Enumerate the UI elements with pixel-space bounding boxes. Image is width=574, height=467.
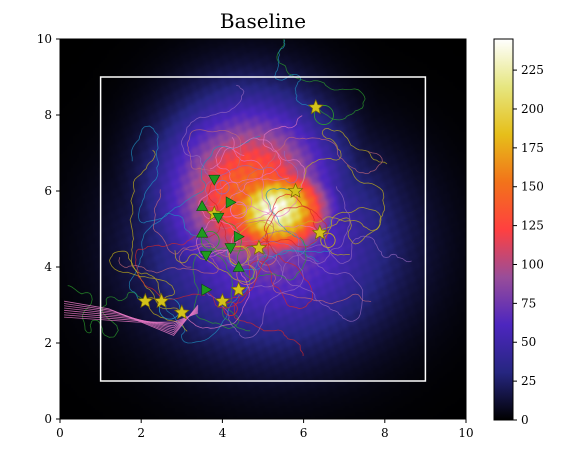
star-marker xyxy=(250,239,267,255)
trajectory-path xyxy=(222,237,314,310)
trajectory-path xyxy=(178,213,274,268)
colorbar-tick-label: 125 xyxy=(521,219,544,233)
trajectory-path xyxy=(214,145,253,218)
trajectory-layer xyxy=(63,39,412,356)
triangle-marker xyxy=(200,250,213,262)
y-tick-label: 8 xyxy=(44,108,52,122)
star-marker xyxy=(137,292,154,309)
colorbar-tick-label: 200 xyxy=(521,102,544,116)
trajectory-path xyxy=(130,125,203,236)
trajectory-loop xyxy=(320,232,336,248)
boundary-rectangle xyxy=(99,76,427,382)
y-tick-label: 2 xyxy=(44,336,52,350)
trajectory-path xyxy=(161,249,319,344)
trajectory-path xyxy=(274,39,316,108)
y-axis: 0 2 4 6 8 10 xyxy=(37,32,60,426)
star-marker xyxy=(307,98,324,115)
x-axis: 0 2 4 6 8 10 xyxy=(56,419,474,440)
trajectory-path xyxy=(230,136,383,203)
star-marker xyxy=(287,182,304,198)
trajectory-path xyxy=(192,245,266,330)
colorbar-tick-label: 175 xyxy=(521,141,544,155)
colorbar-gradient xyxy=(493,38,514,421)
trajectory-path xyxy=(181,84,245,180)
trajectory-path xyxy=(225,236,331,271)
triangle-marker xyxy=(208,174,221,186)
trajectory-loop xyxy=(313,105,334,125)
trajectory-path xyxy=(295,127,388,192)
x-tick-label: 6 xyxy=(300,426,308,440)
trajectory-path xyxy=(118,255,219,274)
colorbar-tick-label: 0 xyxy=(521,413,529,427)
colorbar-tick-label: 75 xyxy=(521,296,536,310)
trajectory-path xyxy=(205,193,328,309)
trajectory-path xyxy=(217,205,319,249)
star-marker xyxy=(214,292,231,309)
trajectory-loop xyxy=(230,201,248,219)
trajectory-path xyxy=(257,186,351,265)
plot-area xyxy=(59,38,467,420)
y-tick-label: 0 xyxy=(44,412,52,426)
colorbar-tick-label: 225 xyxy=(521,63,544,77)
trajectory-path xyxy=(238,235,412,291)
x-tick-label: 4 xyxy=(219,426,227,440)
heatmap-image xyxy=(60,39,466,419)
trajectory-path xyxy=(238,254,364,322)
colorbar-ticks: 0 25 50 75 100 125 150 175 200 225 xyxy=(513,63,544,427)
x-tick-label: 2 xyxy=(137,426,145,440)
trajectory-path xyxy=(181,206,276,329)
star-marker xyxy=(153,292,170,309)
chart-title: Baseline xyxy=(220,9,306,33)
trajectory-path xyxy=(174,245,255,283)
colorbar-tick-label: 100 xyxy=(521,257,544,271)
star-marker xyxy=(230,281,247,297)
triangle-marker xyxy=(233,230,245,243)
x-tick-label: 0 xyxy=(56,426,64,440)
colorbar-tick-label: 25 xyxy=(521,374,536,388)
trajectory-path xyxy=(233,289,304,356)
trajectory-path xyxy=(230,115,306,217)
plot-frame xyxy=(59,38,467,420)
trajectory-loop xyxy=(236,264,258,285)
trajectory-path xyxy=(201,150,299,207)
trajectory-path xyxy=(67,285,146,338)
trajectory-path xyxy=(238,165,385,237)
y-tick-label: 10 xyxy=(37,32,52,46)
trajectory-loop xyxy=(215,180,230,195)
marker-layer xyxy=(137,98,328,320)
trajectory-path xyxy=(134,179,223,300)
trajectory-path xyxy=(198,177,290,256)
triangle-marker xyxy=(201,283,213,296)
colorbar: 0 25 50 75 100 125 150 175 200 225 xyxy=(493,38,544,427)
trajectory-path xyxy=(195,137,282,258)
triangle-marker xyxy=(224,243,237,255)
triangle-marker xyxy=(196,200,209,211)
triangle-marker xyxy=(212,212,225,224)
trajectory-path xyxy=(129,149,183,313)
triangle-marker xyxy=(232,260,245,272)
trajectory-path xyxy=(109,250,188,332)
trajectory-path xyxy=(231,137,320,234)
trajectory-path xyxy=(152,189,239,268)
x-tick-label: 8 xyxy=(381,426,389,440)
trajectory-loop xyxy=(200,230,220,250)
star-marker xyxy=(311,224,328,240)
triangle-marker xyxy=(225,196,237,209)
colorbar-tick-label: 50 xyxy=(521,335,536,349)
trajectory-path xyxy=(205,241,304,339)
star-marker xyxy=(173,304,190,320)
trajectory-path xyxy=(319,206,382,256)
trajectory-path xyxy=(128,136,261,302)
x-tick-label: 10 xyxy=(458,426,473,440)
y-tick-label: 6 xyxy=(44,184,52,198)
triangle-marker xyxy=(196,226,209,238)
colorbar-tick-label: 150 xyxy=(521,180,544,194)
y-tick-label: 4 xyxy=(44,260,52,274)
trajectory-path xyxy=(256,247,372,305)
trajectory-path xyxy=(186,129,242,208)
